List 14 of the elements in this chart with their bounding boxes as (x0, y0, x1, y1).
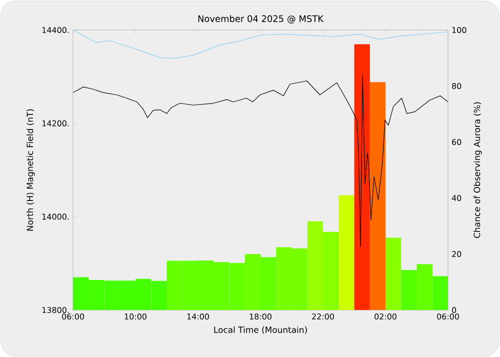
bar (432, 276, 448, 310)
bar (416, 264, 432, 310)
line-series (73, 74, 448, 247)
y-axis-title: North (H) Magnetic Field (nT) (26, 109, 35, 231)
bar (307, 221, 324, 310)
chart-title: November 04 2025 @ MSTK (198, 15, 324, 24)
bar (323, 232, 339, 310)
bar (370, 82, 386, 310)
bar (401, 270, 417, 310)
bar (354, 44, 370, 310)
bar (386, 238, 402, 310)
x-axis-title: Local Time (Mountain) (214, 326, 307, 334)
y2-axis-title: Chance of Observing Aurora (%) (474, 102, 482, 238)
bar (338, 195, 354, 310)
